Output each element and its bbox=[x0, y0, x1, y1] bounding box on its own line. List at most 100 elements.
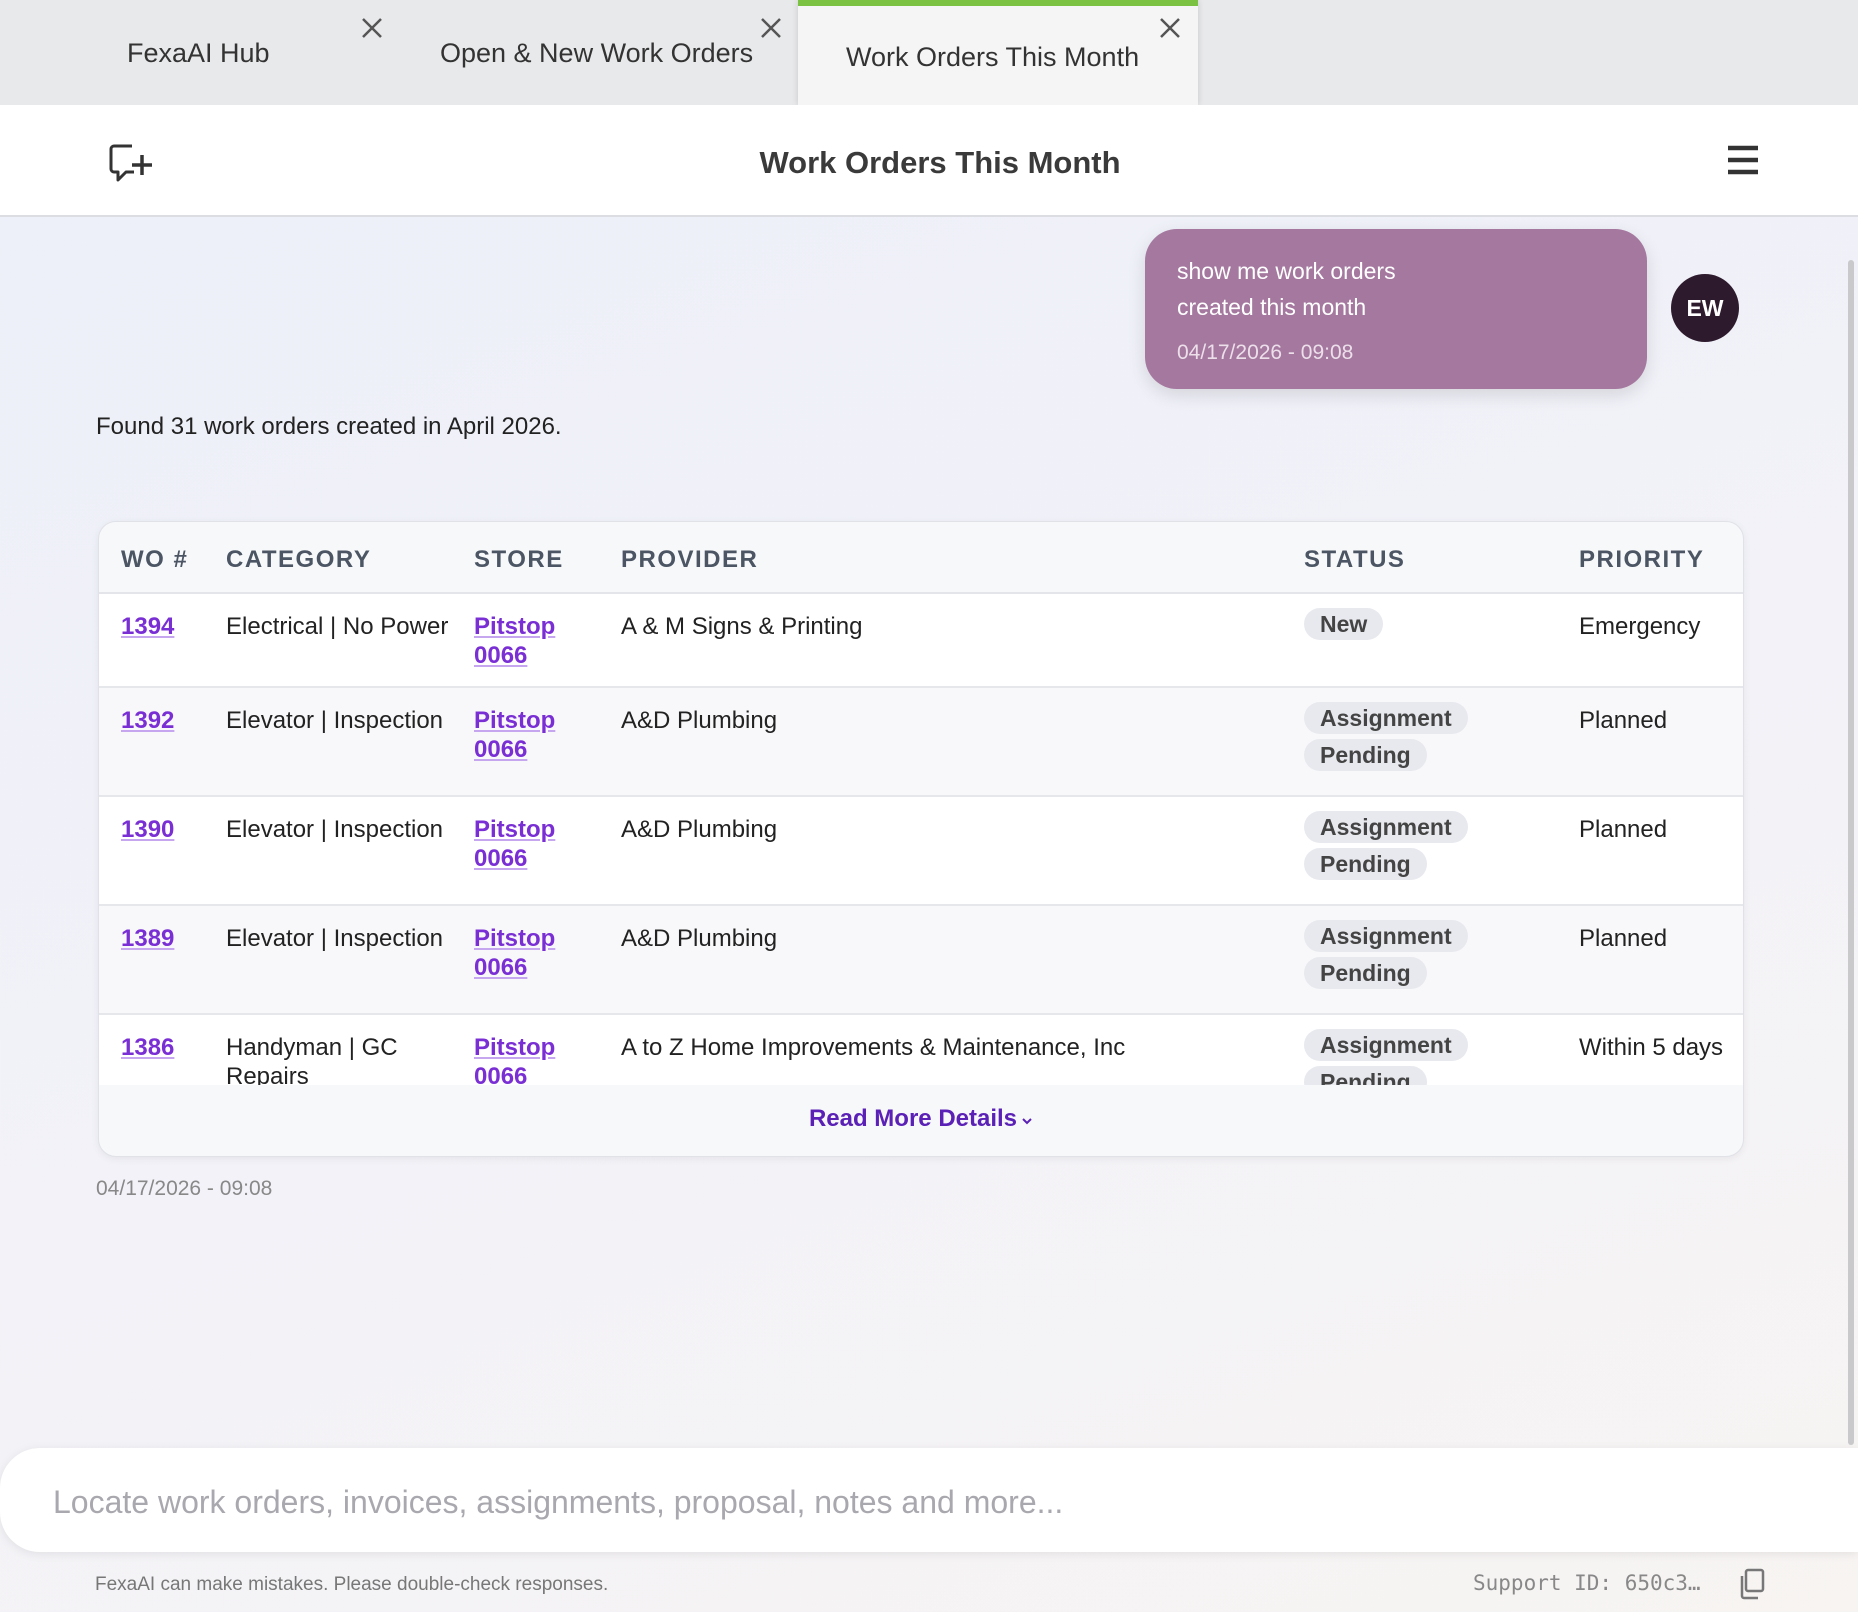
tab-label: Open & New Work Orders bbox=[440, 38, 754, 68]
table-cell: Electrical | No Power bbox=[226, 612, 466, 641]
table-row: 1390 Elevator | Inspection Pitstop 0066 A&D… bbox=[99, 797, 1743, 906]
wo-link[interactable]: 1389 bbox=[121, 925, 175, 952]
table-cell: Within 5 days bbox=[1579, 1033, 1729, 1062]
status-pill: Assignment Pending bbox=[1304, 811, 1468, 880]
status-pill: Assignment Pending bbox=[1304, 920, 1468, 989]
wo-link[interactable]: 1390 bbox=[121, 816, 175, 843]
chat-input[interactable]: Locate work orders, invoices, assignment… bbox=[0, 1448, 1858, 1552]
table-cell: Pitstop 0066 bbox=[474, 1033, 584, 1085]
store-link[interactable]: Pitstop 0066 bbox=[474, 613, 556, 669]
table-row: 1394 Electrical | No Power Pitstop 0066 A &… bbox=[99, 594, 1743, 688]
menu-button[interactable] bbox=[1727, 145, 1759, 175]
table-cell: Pitstop 0066 bbox=[474, 706, 584, 764]
column-header: STATUS bbox=[1304, 546, 1406, 573]
cell-text: A & M Signs & Printing bbox=[621, 613, 863, 640]
cell-text: Electrical | No Power bbox=[226, 613, 449, 640]
column-header: WO # bbox=[121, 546, 189, 573]
avatar[interactable]: EW bbox=[1671, 274, 1739, 342]
column-header: STORE bbox=[474, 546, 564, 573]
table-cell: Pitstop 0066 bbox=[474, 815, 584, 873]
cell-text: Elevator | Inspection bbox=[226, 816, 444, 843]
active-tab[interactable]: Work Orders This Month bbox=[798, 0, 1198, 105]
table-cell: Assignment Pending bbox=[1304, 1027, 1468, 1085]
table-cell: Elevator | Inspection bbox=[226, 924, 466, 953]
table-card: WO # CATEGORY STORE PROVIDER STATUS PRIORITY … bbox=[98, 521, 1744, 1157]
new-chat-button[interactable] bbox=[108, 143, 154, 183]
table-cell: 1392 bbox=[121, 706, 211, 735]
close-icon[interactable] bbox=[1156, 14, 1184, 42]
table-cell: 1390 bbox=[121, 815, 211, 844]
table-cell: A&D Plumbing bbox=[621, 706, 1281, 735]
table-cell: 1389 bbox=[121, 924, 211, 953]
response-time: 04/17/2026 - 09:08 bbox=[96, 1177, 273, 1200]
cell-text: Elevator | Inspection bbox=[226, 707, 444, 734]
table-body: 1394 Electrical | No Power Pitstop 0066 A &… bbox=[99, 594, 1743, 1085]
table-cell: Pitstop 0066 bbox=[474, 612, 584, 670]
table-cell: New bbox=[1304, 606, 1454, 643]
cell-text: Planned bbox=[1579, 707, 1668, 734]
table-cell: A&D Plumbing bbox=[621, 815, 1281, 844]
store-link[interactable]: Pitstop 0066 bbox=[474, 707, 556, 763]
table-cell: Pitstop 0066 bbox=[474, 924, 584, 982]
cell-text: Planned bbox=[1579, 816, 1668, 843]
disclaimer: FexaAI can make mistakes. Please double-… bbox=[95, 1574, 609, 1595]
table-cell: A to Z Home Improvements & Maintenance, … bbox=[621, 1033, 1281, 1062]
table-cell: 1394 bbox=[121, 612, 211, 641]
store-link[interactable]: Pitstop 0066 bbox=[474, 925, 556, 981]
message-text: show me work orders created this month bbox=[1177, 258, 1396, 320]
cell-text: A to Z Home Improvements & Maintenance, … bbox=[621, 1034, 1126, 1061]
status-pill: New bbox=[1304, 608, 1384, 640]
table-cell: Planned bbox=[1579, 815, 1729, 844]
table-cell: 1386 bbox=[121, 1033, 211, 1062]
table-cell: A&D Plumbing bbox=[621, 924, 1281, 953]
message-time: 04/17/2026 - 09:08 bbox=[1177, 341, 1354, 364]
page-title: Work Orders This Month bbox=[759, 145, 1121, 180]
wo-link[interactable]: 1392 bbox=[121, 707, 175, 734]
chevron-icon bbox=[1022, 1118, 1032, 1125]
cell-text: Within 5 days bbox=[1579, 1034, 1724, 1061]
column-header: PROVIDER bbox=[621, 546, 759, 573]
store-link[interactable]: Pitstop 0066 bbox=[474, 1034, 556, 1085]
table-cell: Elevator | Inspection bbox=[226, 815, 466, 844]
response-text: Found 31 work orders created in April 20… bbox=[96, 413, 562, 440]
status-pill: Assignment Pending bbox=[1304, 1029, 1468, 1085]
tab[interactable]: Open & New Work Orders bbox=[400, 0, 798, 105]
cell-text: Planned bbox=[1579, 925, 1668, 952]
tab-label: Work Orders This Month bbox=[846, 42, 1140, 72]
table-cell: Assignment Pending bbox=[1304, 700, 1468, 774]
column-header: CATEGORY bbox=[226, 546, 372, 573]
cell-text: A&D Plumbing bbox=[621, 816, 778, 843]
table-cell: Assignment Pending bbox=[1304, 918, 1468, 992]
close-icon[interactable] bbox=[757, 14, 785, 42]
user-message: show me work orders created this month 0… bbox=[1145, 229, 1647, 389]
cell-text: A&D Plumbing bbox=[621, 707, 778, 734]
header: Work Orders This Month bbox=[0, 105, 1858, 217]
table-cell: Handyman | GC Repairs bbox=[226, 1033, 466, 1085]
store-link[interactable]: Pitstop 0066 bbox=[474, 816, 556, 872]
table-cell: Planned bbox=[1579, 924, 1729, 953]
input-placeholder: Locate work orders, invoices, assignment… bbox=[53, 1484, 1064, 1520]
support-id: Support ID: 650c3… bbox=[1473, 1571, 1701, 1595]
tab-bar: FexaAI Hub Open & New Work Orders Work O… bbox=[0, 0, 1858, 105]
table-row: 1389 Elevator | Inspection Pitstop 0066 A&D… bbox=[99, 906, 1743, 1015]
table-header: WO # CATEGORY STORE PROVIDER STATUS PRIORITY bbox=[99, 522, 1743, 594]
cell-text: A&D Plumbing bbox=[621, 925, 778, 952]
cell-text: Elevator | Inspection bbox=[226, 925, 444, 952]
table-cell: Planned bbox=[1579, 706, 1729, 735]
close-icon[interactable] bbox=[358, 14, 386, 42]
column-header: PRIORITY bbox=[1579, 546, 1705, 573]
table-cell: Assignment Pending bbox=[1304, 809, 1468, 883]
table-cell: Emergency bbox=[1579, 612, 1729, 641]
table-row: 1392 Elevator | Inspection Pitstop 0066 A&D… bbox=[99, 688, 1743, 797]
tab[interactable]: FexaAI Hub bbox=[0, 0, 400, 105]
read-more-button[interactable]: Read More Details bbox=[99, 1105, 1743, 1133]
tab-label: FexaAI Hub bbox=[127, 38, 270, 68]
scrollbar[interactable] bbox=[1848, 260, 1854, 1445]
table-row: 1386 Handyman | GC Repairs Pitstop 0066 A t… bbox=[99, 1015, 1743, 1085]
read-more-label: Read More Details bbox=[808, 1105, 1018, 1132]
cell-text: Emergency bbox=[1579, 613, 1701, 640]
copy-button[interactable] bbox=[1737, 1568, 1767, 1600]
wo-link[interactable]: 1386 bbox=[121, 1034, 175, 1061]
wo-link[interactable]: 1394 bbox=[121, 613, 175, 640]
